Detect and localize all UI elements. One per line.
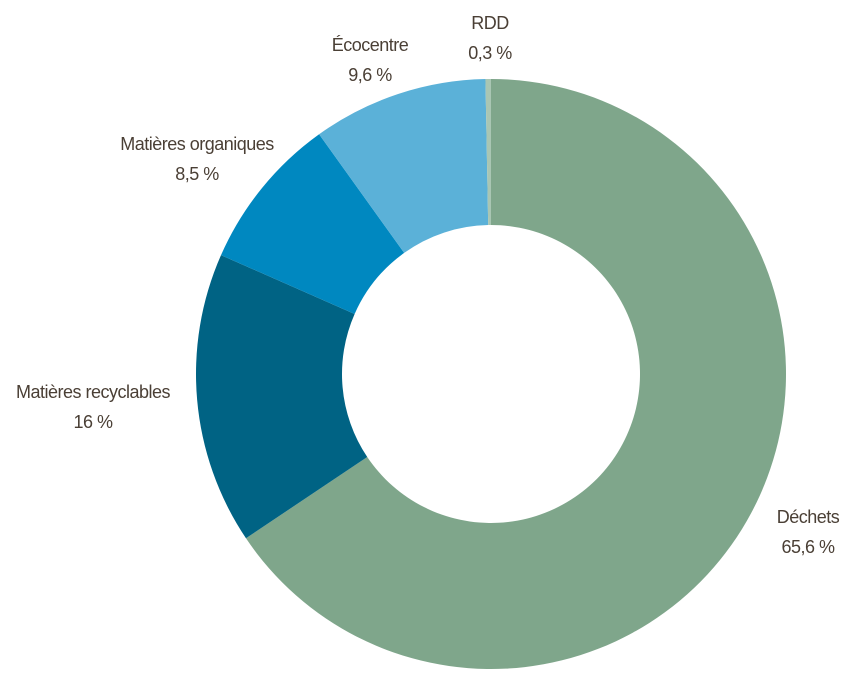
- slice-label: Matières organiques: [120, 134, 274, 154]
- slice-value-label: 0,3 %: [468, 43, 512, 63]
- donut-slice: [221, 134, 405, 314]
- slice-value-label: 65,6 %: [781, 537, 835, 557]
- slice-value-label: 9,6 %: [348, 65, 392, 85]
- slice-value-label: 8,5 %: [175, 164, 219, 184]
- donut-slice: [245, 79, 786, 670]
- slice-label: RDD: [471, 13, 509, 33]
- donut-slice: [485, 79, 491, 226]
- donut-slice: [196, 255, 368, 539]
- donut-slice: [319, 79, 489, 253]
- slice-label: Écocentre: [332, 35, 409, 55]
- slice-value-label: 16 %: [73, 412, 113, 432]
- slice-label: Déchets: [777, 507, 840, 527]
- slice-label: Matières recyclables: [16, 382, 171, 402]
